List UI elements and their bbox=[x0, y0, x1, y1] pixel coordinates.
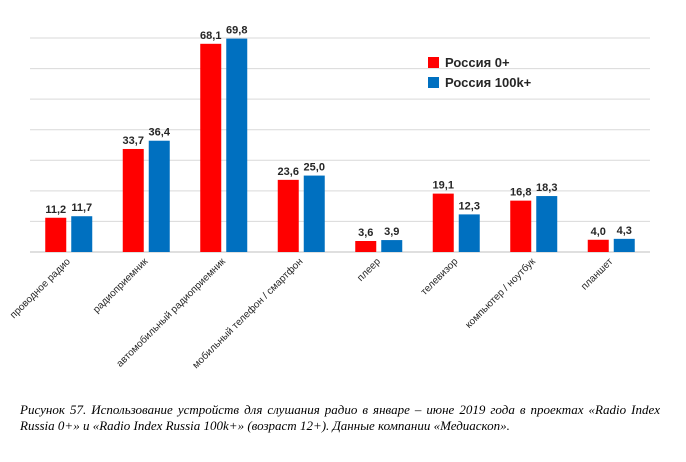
bar bbox=[226, 38, 248, 253]
data-label: 23,6 bbox=[278, 166, 299, 178]
data-label: 3,9 bbox=[384, 226, 399, 238]
data-label: 4,3 bbox=[617, 225, 632, 237]
category-label: планшет bbox=[579, 256, 615, 292]
legend: Россия 0+ Россия 100k+ bbox=[428, 55, 532, 90]
legend-swatch bbox=[428, 57, 439, 68]
data-labels: 11,2 11,7 33,7 36,4 68,1 69,8 23,6 25,0 3,6 3,9 19… bbox=[45, 25, 632, 239]
data-label: 3,6 bbox=[358, 227, 373, 239]
category-label: плеер bbox=[355, 256, 383, 284]
bar bbox=[432, 193, 454, 252]
legend-swatch bbox=[428, 77, 439, 88]
bar bbox=[148, 140, 170, 252]
data-label: 12,3 bbox=[459, 200, 480, 212]
category-label: радиоприемник bbox=[91, 256, 151, 316]
bars bbox=[45, 38, 635, 253]
bar bbox=[303, 175, 325, 252]
bar bbox=[510, 200, 532, 252]
legend-label: Россия 0+ bbox=[445, 55, 510, 70]
bar-chart: 11,2 11,7 33,7 36,4 68,1 69,8 23,6 25,0 3,6 3,9 19… bbox=[8, 25, 650, 371]
bar bbox=[45, 217, 67, 252]
category-label: телевизор bbox=[419, 256, 461, 298]
data-label: 33,7 bbox=[123, 135, 144, 147]
data-label: 25,0 bbox=[304, 162, 325, 174]
data-label: 68,1 bbox=[200, 30, 221, 42]
bar bbox=[613, 238, 635, 252]
bar bbox=[277, 179, 299, 252]
bar bbox=[71, 216, 93, 252]
category-label: проводное радио bbox=[8, 256, 73, 321]
bar bbox=[587, 239, 609, 252]
category-labels: проводное радио радиоприемникавтомобильны… bbox=[8, 255, 615, 371]
bar bbox=[200, 43, 222, 253]
bar bbox=[536, 196, 558, 252]
bar bbox=[381, 240, 403, 252]
data-label: 16,8 bbox=[510, 187, 531, 199]
data-label: 19,1 bbox=[433, 180, 454, 192]
bar bbox=[458, 214, 480, 252]
figure-caption: Рисунок 57. Использование устройств для … bbox=[20, 402, 660, 433]
legend-label: Россия 100k+ bbox=[445, 75, 532, 90]
data-label: 18,3 bbox=[536, 182, 557, 194]
data-label: 69,8 bbox=[226, 25, 247, 37]
data-label: 11,7 bbox=[71, 202, 92, 214]
data-label: 11,2 bbox=[45, 204, 66, 216]
bar bbox=[355, 240, 377, 252]
data-label: 4,0 bbox=[591, 226, 606, 238]
bar bbox=[122, 148, 144, 252]
category-label: компьютер / ноутбук bbox=[463, 255, 539, 331]
data-label: 36,4 bbox=[149, 127, 171, 139]
